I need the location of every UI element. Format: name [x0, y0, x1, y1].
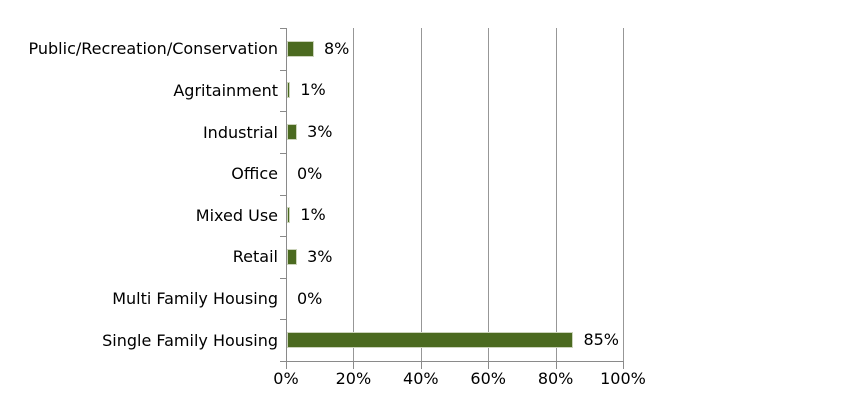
category-label: Mixed Use [195, 205, 278, 225]
y-axis-tick [280, 319, 286, 320]
bar-row: 85% [287, 319, 624, 361]
x-axis-tick [488, 362, 490, 369]
bar-value-label: 0% [297, 163, 323, 183]
category-label: Industrial [202, 122, 278, 142]
bar-row: 0% [287, 278, 624, 320]
bar-row: 0% [287, 153, 624, 195]
bar-row: 3% [287, 111, 624, 153]
x-axis-tick-label: 80% [537, 369, 574, 388]
x-axis-tick [555, 362, 557, 369]
plot-area: 8% 1% 3% 0% 1% 3% 0% 85% [280, 28, 624, 369]
category-label: Public/Recreation/Conservation [28, 39, 278, 59]
y-axis-tick [280, 195, 286, 196]
category-label: Agritainment [173, 80, 278, 100]
y-axis-tick [280, 278, 286, 279]
category-label: Office [231, 164, 278, 184]
bar-value-label: 0% [297, 288, 323, 308]
x-axis-tick-label: 20% [335, 369, 372, 388]
gridline [353, 28, 355, 361]
x-axis-tick-label: 60% [470, 369, 506, 388]
bar-value-label: 1% [300, 205, 326, 225]
bar [287, 82, 291, 99]
y-axis-tick [280, 361, 286, 362]
category-label: Multi Family Housing [112, 289, 278, 309]
bar-row: 1% [287, 70, 624, 112]
bar [287, 40, 314, 57]
gridline [488, 28, 490, 361]
y-axis-tick [280, 28, 286, 29]
y-axis-tick [280, 153, 286, 154]
bar-value-label: 3% [307, 122, 333, 142]
gridline [555, 28, 557, 361]
bar-value-label: 8% [323, 38, 350, 58]
bar [287, 248, 298, 265]
x-axis-tick-label: 40% [403, 369, 439, 388]
bar-value-label: 3% [307, 246, 333, 266]
x-axis-tick-label: 0% [273, 369, 299, 388]
category-label: Single Family Housing [102, 330, 278, 350]
bar [287, 207, 291, 224]
bar-value-label: 1% [300, 80, 326, 100]
x-axis-tick [286, 362, 287, 369]
bar [287, 332, 574, 349]
gridline [623, 28, 624, 361]
category-axis-labels: Public/Recreation/Conservation Agritainme… [0, 28, 278, 361]
y-axis-tick [280, 111, 286, 112]
x-axis-tick [623, 362, 624, 369]
bar-value-label: 85% [583, 330, 619, 350]
bar [287, 124, 298, 141]
x-axis-tick-label: 100% [600, 369, 646, 388]
bar-row: 1% [287, 195, 624, 237]
gridline [420, 28, 422, 361]
x-axis-tick [420, 362, 422, 369]
category-label: Retail [232, 247, 278, 267]
y-axis-tick [280, 236, 286, 237]
bar-row: 8% [287, 28, 624, 70]
x-axis-tick [353, 362, 355, 369]
y-axis-tick [280, 70, 286, 71]
x-axis-labels: 0% 20% 40% 60% 80% 100% [273, 369, 646, 391]
bar-row: 3% [287, 236, 624, 278]
